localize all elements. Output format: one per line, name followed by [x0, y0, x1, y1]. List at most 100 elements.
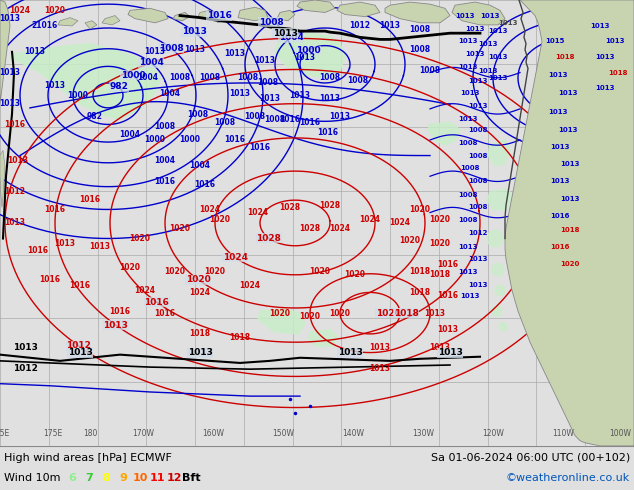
Text: 1013: 1013	[458, 116, 478, 122]
Text: 1008: 1008	[320, 74, 340, 82]
Text: 1013: 1013	[458, 39, 478, 45]
Text: 1013: 1013	[560, 196, 579, 202]
Polygon shape	[102, 16, 120, 25]
Text: 1013: 1013	[259, 94, 280, 103]
Text: 1008: 1008	[410, 24, 430, 33]
Text: 1016: 1016	[39, 275, 60, 285]
Text: 1000: 1000	[121, 71, 145, 80]
Text: 1013: 1013	[330, 112, 351, 121]
Text: 1020: 1020	[186, 275, 210, 284]
Text: 1013: 1013	[103, 320, 128, 330]
Text: 1016: 1016	[145, 298, 169, 307]
Text: 1020: 1020	[129, 234, 150, 243]
Text: 1013: 1013	[4, 219, 25, 227]
Text: 1013: 1013	[68, 348, 93, 357]
Text: 1008: 1008	[420, 66, 441, 75]
Text: 1020: 1020	[429, 239, 451, 248]
Text: 130W: 130W	[412, 429, 434, 438]
Text: 1016: 1016	[318, 128, 339, 137]
Text: 7: 7	[85, 473, 93, 483]
Text: 1016: 1016	[195, 180, 216, 189]
Text: 1015: 1015	[545, 39, 565, 45]
Text: 1008: 1008	[469, 126, 488, 133]
Text: 1024: 1024	[190, 288, 210, 297]
Text: 1020: 1020	[164, 267, 186, 276]
Text: 1013: 1013	[181, 27, 207, 36]
Text: 1020: 1020	[399, 236, 420, 245]
Text: 1013: 1013	[550, 178, 570, 184]
Text: 1013: 1013	[224, 49, 245, 58]
Text: 1013: 1013	[458, 244, 478, 250]
Text: 1024: 1024	[134, 286, 155, 295]
Polygon shape	[258, 309, 305, 334]
Text: 1008: 1008	[469, 178, 488, 184]
Text: 1013: 1013	[230, 89, 250, 98]
Polygon shape	[385, 2, 450, 23]
Text: 1013: 1013	[488, 28, 508, 34]
Text: 1008: 1008	[458, 140, 478, 146]
Text: 1013: 1013	[273, 29, 297, 38]
Text: 1000: 1000	[145, 136, 165, 145]
Polygon shape	[488, 140, 510, 166]
Text: 1004: 1004	[139, 58, 164, 68]
Text: 1012: 1012	[469, 230, 488, 236]
Text: 1012: 1012	[349, 22, 370, 30]
Text: 150W: 150W	[272, 429, 294, 438]
Text: 1024: 1024	[330, 223, 351, 233]
Text: 1013: 1013	[595, 54, 615, 60]
Text: 1013: 1013	[595, 85, 615, 91]
Text: 110W: 110W	[552, 429, 574, 438]
Text: 1004: 1004	[279, 33, 304, 42]
Text: 1016: 1016	[27, 246, 48, 255]
Text: 1013: 1013	[8, 156, 29, 165]
Polygon shape	[499, 322, 507, 331]
Text: 1018: 1018	[190, 329, 210, 339]
Text: 1008: 1008	[169, 74, 191, 82]
Polygon shape	[452, 2, 505, 25]
Text: 1008: 1008	[469, 204, 488, 210]
Text: 1024: 1024	[240, 281, 261, 290]
Text: 1008: 1008	[238, 74, 259, 82]
Text: 1013: 1013	[480, 13, 500, 19]
Text: 1012: 1012	[66, 342, 91, 350]
Text: 1018: 1018	[410, 267, 430, 276]
Text: 160W: 160W	[202, 429, 224, 438]
Polygon shape	[492, 306, 502, 316]
Polygon shape	[337, 2, 380, 17]
Text: 1013: 1013	[290, 91, 311, 100]
Polygon shape	[58, 18, 78, 26]
Text: 1013: 1013	[458, 64, 478, 71]
Polygon shape	[215, 16, 226, 23]
Text: 1016: 1016	[280, 115, 301, 124]
Text: 1020: 1020	[410, 205, 430, 214]
Text: 1008: 1008	[188, 110, 209, 119]
Text: 1016: 1016	[79, 195, 101, 204]
Text: 1008: 1008	[469, 152, 488, 159]
Text: 1013: 1013	[295, 52, 316, 62]
Text: 1013: 1013	[548, 72, 568, 77]
Text: 1013: 1013	[488, 54, 508, 60]
Text: 1020: 1020	[375, 309, 401, 318]
Text: 1018: 1018	[429, 270, 451, 279]
Text: 1020: 1020	[269, 309, 290, 318]
Text: 1000: 1000	[296, 46, 320, 55]
Text: 1013: 1013	[25, 48, 46, 56]
Text: 1013: 1013	[458, 269, 478, 275]
Polygon shape	[505, 0, 634, 446]
Text: 1016: 1016	[110, 307, 131, 316]
Text: 1008: 1008	[155, 122, 176, 131]
Polygon shape	[308, 330, 338, 346]
Text: 165E: 165E	[0, 429, 10, 438]
Text: 1016: 1016	[437, 291, 458, 300]
Text: 1018: 1018	[230, 333, 250, 342]
Text: 1008: 1008	[458, 217, 478, 223]
Text: 982: 982	[109, 82, 128, 91]
Text: 1004: 1004	[190, 161, 210, 171]
Text: 21016: 21016	[32, 22, 58, 30]
Text: 1020: 1020	[119, 263, 141, 272]
Polygon shape	[428, 122, 460, 145]
Text: 1020: 1020	[309, 267, 330, 276]
Text: 1012: 1012	[4, 187, 25, 196]
Text: 1013: 1013	[188, 348, 212, 357]
Polygon shape	[492, 264, 504, 276]
